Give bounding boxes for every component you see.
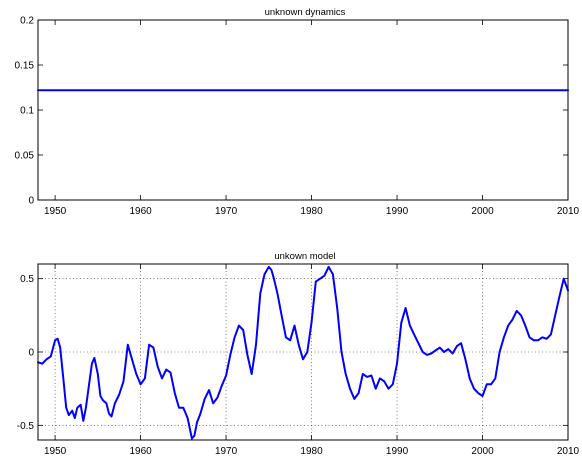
bottom-x-tick-label-1: 1960	[129, 446, 152, 457]
top-chart-panel: unknown dynamics 1950 1960 1970 1980 1990 200…	[15, 7, 580, 217]
bottom-chart-panel: unkown model 1950 1960 1970 1980 1990 2000 201…	[17, 251, 580, 457]
bottom-x-tick-label-4: 1990	[386, 446, 409, 457]
top-x-tick-label-0: 1950	[44, 206, 67, 217]
top-x-tick-label-6: 2010	[557, 206, 580, 217]
top-y-tick-label-4: 0.2	[20, 16, 34, 27]
top-chart-title: unknown dynamics	[265, 7, 346, 18]
bottom-chart-title: unkown model	[274, 251, 335, 262]
top-axes-frame	[37, 19, 569, 201]
bottom-y-tick-label-0: -0.5	[17, 421, 35, 432]
bottom-x-tick-label-2: 1970	[215, 446, 238, 457]
top-y-tick-label-1: 0.05	[15, 151, 35, 162]
top-x-tick-label-5: 2000	[471, 206, 494, 217]
bottom-y-tick-label-2: 0.5	[20, 274, 34, 285]
top-x-tick-label-3: 1980	[300, 206, 323, 217]
bottom-x-tick-label-5: 2000	[471, 446, 494, 457]
top-y-tick-label-3: 0.15	[15, 61, 35, 72]
bottom-x-tick-label-0: 1950	[44, 446, 67, 457]
top-x-tick-label-4: 1990	[386, 206, 409, 217]
bottom-y-tick-label-1: 0	[28, 348, 34, 359]
top-y-tick-label-0: 0	[28, 196, 34, 207]
top-x-tick-label-2: 1970	[215, 206, 238, 217]
bottom-series-line	[37, 265, 569, 440]
bottom-x-tick-label-3: 1980	[300, 446, 323, 457]
top-y-tick-label-2: 0.1	[20, 106, 34, 117]
bottom-axes-frame	[37, 263, 569, 441]
top-x-tick-label-1: 1960	[129, 206, 152, 217]
bottom-x-tick-label-6: 2010	[557, 446, 580, 457]
